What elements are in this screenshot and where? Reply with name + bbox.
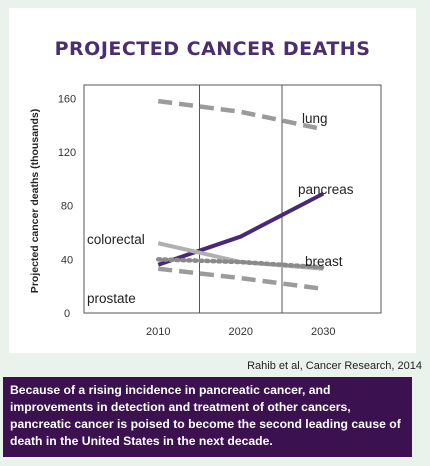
x-tick-label: 2020 bbox=[229, 326, 253, 338]
series-label-prostate: prostate bbox=[87, 291, 136, 306]
y-tick-label: 80 bbox=[61, 201, 73, 213]
series-line-breast bbox=[156, 257, 326, 270]
source-citation: Rahib et al, Cancer Research, 2014 bbox=[247, 360, 422, 372]
x-tick-label: 2010 bbox=[146, 326, 170, 338]
chart-title: PROJECTED CANCER DEATHS bbox=[54, 38, 371, 60]
x-tick-label: 2030 bbox=[311, 326, 335, 338]
plot-frame bbox=[83, 84, 382, 314]
series-line-prostate bbox=[157, 266, 324, 292]
chart-card: PROJECTED CANCER DEATHS 0 40 80 120 160 2010 2… bbox=[9, 8, 416, 353]
line-chart: 0 40 80 120 160 2010 2020 2030 Projected cancer … bbox=[29, 84, 382, 338]
series-line-pancreas bbox=[157, 191, 325, 267]
series-line-lung bbox=[157, 98, 324, 132]
y-tick-label: 0 bbox=[64, 308, 70, 320]
y-tick-label: 120 bbox=[58, 147, 76, 159]
series-label-lung: lung bbox=[302, 111, 328, 126]
y-tick-label: 160 bbox=[58, 93, 76, 105]
caption-box: Because of a rising incidence in pancrea… bbox=[3, 377, 412, 457]
series-label-pancreas: pancreas bbox=[298, 182, 354, 197]
y-tick-label: 40 bbox=[61, 254, 73, 266]
series-label-colorectal: colorectal bbox=[87, 232, 145, 247]
y-axis-label: Projected cancer deaths (thousands) bbox=[29, 109, 41, 293]
series-label-breast: breast bbox=[305, 254, 343, 269]
